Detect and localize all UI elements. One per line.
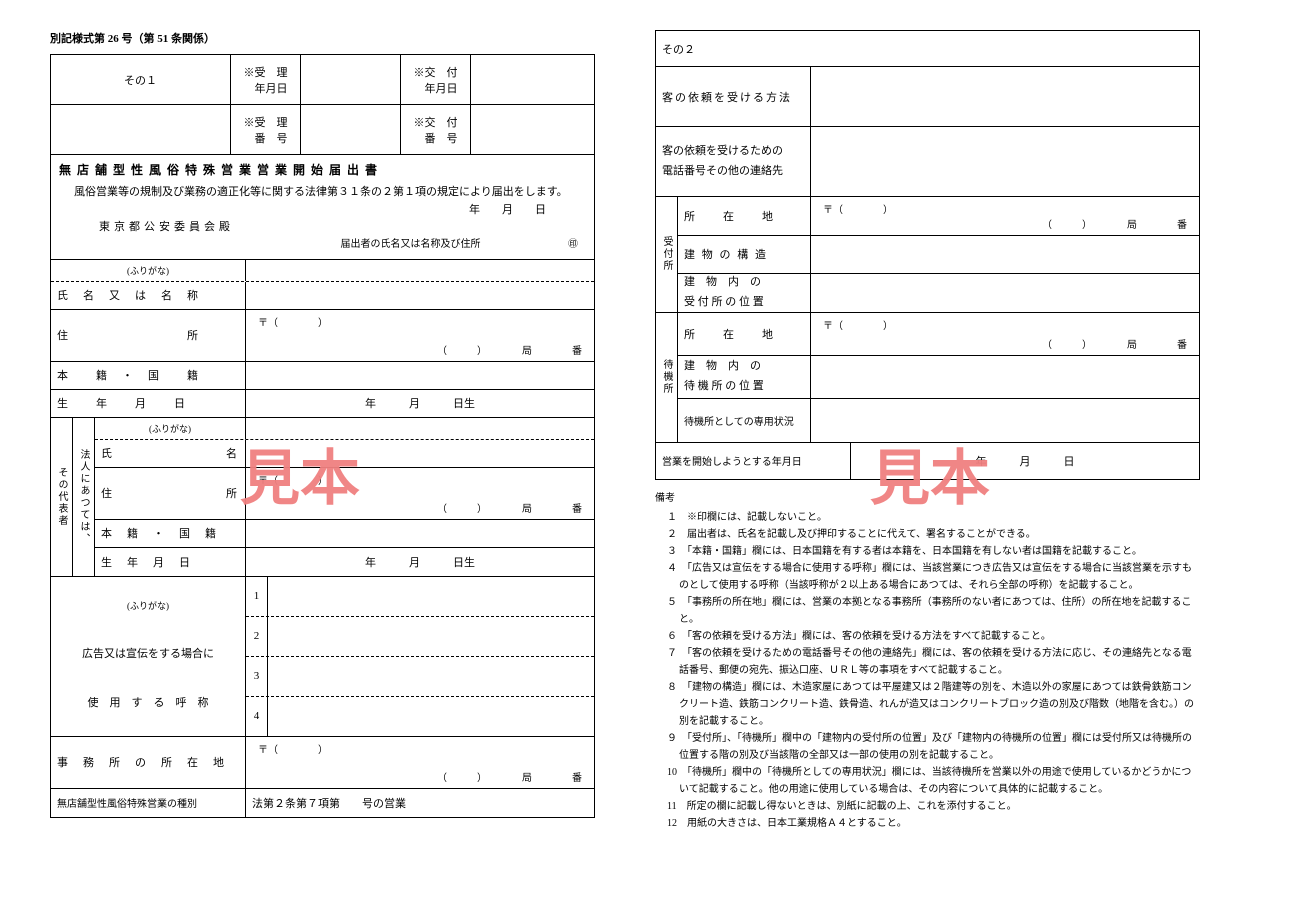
rep-block: その代表者 法人にあつては、 (ふりがな) 氏名 住所 〒（ ） （ ） 局 番 [51, 418, 594, 577]
form-number-header: 別記様式第 26 号（第 51 条関係） [50, 30, 595, 46]
biz-type-row: 無店舗型性風俗特殊営業の種別 法第２条第７項第 号の営業 [51, 789, 594, 817]
sono2-label: その２ [656, 31, 1199, 66]
form-page-2: 見本 その２ 客の依頼を受ける方法 客の依頼を受けるための 電話番号その他の連絡… [655, 30, 1200, 832]
receipt-row-1: その１ ※受 理 年月日 ※交 付 年月日 [51, 55, 594, 105]
notes-list: １ ※印欄には、記載しないこと。 ２ 届出者は、氏名を記載し及び押印することに代… [655, 509, 1200, 832]
note-item: ９ 「受付所」、「待機所」欄中の「建物内の受付所の位置」及び「建物内の待機所の位… [667, 730, 1200, 764]
rep-name-input[interactable] [246, 440, 594, 467]
note-item: ８ 「建物の構造」欄には、木造家屋にあつては平屋建又は２階建等の別を、木造以外の… [667, 679, 1200, 730]
name-label: 氏 名 又 は 名 称 [51, 282, 246, 309]
note-item: 11 所定の欄に記載し得ないときは、別紙に記載の上、これを添付すること。 [667, 798, 1200, 815]
honseki-label: 本 籍 ・ 国 籍 [51, 362, 246, 389]
birth-label: 生 年 月 日 [51, 390, 246, 417]
issue-no-label: ※交 付 番 号 [401, 105, 471, 154]
intro-text: 風俗営業等の規制及び業務の適正化等に関する法律第３１条の２第１項の規定により届出… [59, 184, 586, 202]
rep-sub-vert: 法人にあつては、 [73, 418, 95, 576]
note-item: １ ※印欄には、記載しないこと。 [667, 509, 1200, 526]
issue-no-val[interactable] [471, 105, 594, 154]
note-item: ５ 「事務所の所在地」欄には、営業の本拠となる事務所（事務所のない者にあつては、… [667, 594, 1200, 628]
form-2-box: その２ 客の依頼を受ける方法 客の依頼を受けるための 電話番号その他の連絡先 受… [655, 30, 1200, 480]
receipt-no-val[interactable] [301, 105, 401, 154]
form-page-1: 見本 別記様式第 26 号（第 51 条関係） その１ ※受 理 年月日 ※交 … [50, 30, 595, 832]
note-item: 10 「待機所」欄中の「待機所としての専用状況」欄には、当該待機所を営業以外の用… [667, 764, 1200, 798]
name-row: 氏 名 又 は 名 称 [51, 282, 594, 310]
receipt-date-val[interactable] [301, 55, 401, 104]
sono1-label: その１ [51, 55, 231, 104]
issue-date-val[interactable] [471, 55, 594, 104]
birth-row: 生 年 月 日 年 月 日生 [51, 390, 594, 418]
honseki-input[interactable] [246, 362, 594, 389]
note-item: ４ 「広告又は宣伝をする場合に使用する呼称」欄には、当該営業につき広告又は宣伝を… [667, 560, 1200, 594]
notes-title: 備考 [655, 490, 1200, 507]
office-row: 事 務 所 の 所 在 地 〒（ ） （ ） 局 番 [51, 737, 594, 789]
ad-name-block: (ふりがな) 広告又は宣伝をする場合に 使 用 す る 呼 称 1 2 3 4 [51, 577, 594, 737]
title-block: 無店舗型性風俗特殊営業営業開始届出書 風俗営業等の規制及び業務の適正化等に関する… [51, 155, 594, 260]
receipt-row-2: ※受 理 番 号 ※交 付 番 号 [51, 105, 594, 155]
receipt-date-label: ※受 理 年月日 [231, 55, 301, 104]
seal-mark: ㊞ [568, 237, 578, 253]
note-item: ７ 「客の依頼を受けるための電話番号その他の連絡先」欄には、客の依頼を受ける方法… [667, 645, 1200, 679]
note-item: ３ 「本籍・国籍」欄には、日本国籍を有する者は本籍を、日本国籍を有しない者は国籍… [667, 543, 1200, 560]
note-item: ６ 「客の依頼を受ける方法」欄には、客の依頼を受ける方法をすべて記載すること。 [667, 628, 1200, 645]
postal-1[interactable]: 〒（ ） [252, 314, 588, 329]
note-item: ２ 届出者は、氏名を記載し及び押印することに代えて、署名することができる。 [667, 526, 1200, 543]
name-input[interactable] [246, 282, 594, 309]
addressee: 東京都公安委員会殿 [59, 219, 586, 237]
issue-date-label: ※交 付 年月日 [401, 55, 471, 104]
form-title: 無店舗型性風俗特殊営業営業開始届出書 [59, 161, 586, 178]
address-row: 住 所 〒（ ） （ ） 局 番 [51, 310, 594, 362]
date-line: 年 月 日 [59, 202, 586, 220]
rep-header-vert: その代表者 [51, 418, 73, 576]
filer-label: 届出者の氏名又は名称及び住所 ㊞ [59, 237, 586, 253]
name-furigana-row: (ふりがな) [51, 260, 594, 282]
note-item: 12 用紙の大きさは、日本工業規格Ａ４とすること。 [667, 815, 1200, 832]
receipt-no-label: ※受 理 番 号 [231, 105, 301, 154]
notes-section: 備考 １ ※印欄には、記載しないこと。 ２ 届出者は、氏名を記載し及び押印するこ… [655, 490, 1200, 832]
address-label: 住 所 [51, 310, 246, 361]
birth-value[interactable]: 年 月 日生 [246, 390, 594, 417]
phone-1[interactable]: （ ） 局 番 [252, 342, 588, 357]
honseki-row: 本 籍 ・ 国 籍 [51, 362, 594, 390]
form-1-box: その１ ※受 理 年月日 ※交 付 年月日 ※受 理 番 号 ※交 付 番 号 … [50, 54, 595, 818]
